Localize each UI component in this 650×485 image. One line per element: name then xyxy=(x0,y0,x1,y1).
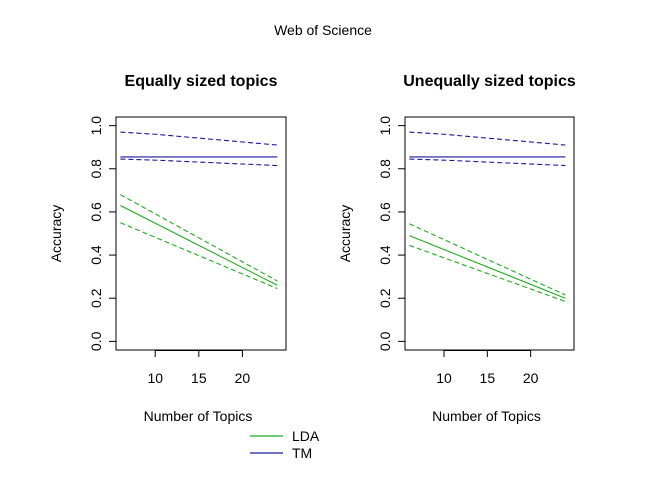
y-axis-label: Accuracy xyxy=(48,205,64,263)
y-tick-label: 0.6 xyxy=(88,202,104,222)
x-axis-label: Number of Topics xyxy=(144,408,253,424)
y-tick-label: 0.2 xyxy=(377,288,393,308)
x-tick-label: 20 xyxy=(523,370,539,386)
series-line-band xyxy=(409,223,566,296)
x-axis-label: Number of Topics xyxy=(432,408,541,424)
series-line-band xyxy=(120,222,278,290)
y-tick-label: 0.8 xyxy=(377,159,393,179)
panel-unequally-sized: Unequally sized topics 10 15 20 0.0 0.2 0.4 0.6… xyxy=(337,73,576,424)
y-tick-label: 0.4 xyxy=(377,245,393,265)
y-axis-label: Accuracy xyxy=(337,205,353,263)
y-tick-label: 0.0 xyxy=(377,331,393,351)
series-line-band xyxy=(409,131,566,146)
panel-title: Unequally sized topics xyxy=(403,73,576,90)
panel-title: Equally sized topics xyxy=(125,73,278,90)
series-line-band xyxy=(120,158,278,167)
series-line-band xyxy=(120,131,278,146)
y-tick-label: 1.0 xyxy=(377,116,393,136)
plot-frame xyxy=(115,116,287,351)
series-line-lda xyxy=(120,204,278,286)
x-tick-label: 20 xyxy=(235,370,251,386)
x-tick-label: 10 xyxy=(147,370,163,386)
series-line-band xyxy=(409,158,566,167)
series-line-band xyxy=(409,244,566,302)
y-tick-label: 1.0 xyxy=(88,116,104,136)
x-tick-label: 15 xyxy=(191,370,207,386)
legend: LDA TM xyxy=(250,428,320,461)
panel-equally-sized: Equally sized topics 10 15 20 0.0 0.2 0.4 0.6 0.… xyxy=(48,73,287,424)
y-tick-label: 0.8 xyxy=(88,159,104,179)
y-tick-label: 0.6 xyxy=(377,202,393,222)
y-tick-label: 0.4 xyxy=(88,245,104,265)
y-tick-label: 0.0 xyxy=(88,331,104,351)
figure-title: Web of Science xyxy=(274,22,372,38)
legend-label-tm: TM xyxy=(292,445,312,461)
legend-label-lda: LDA xyxy=(292,428,320,444)
plot-frame xyxy=(404,116,575,351)
x-tick-label: 15 xyxy=(480,370,496,386)
series-line-band xyxy=(120,194,278,282)
x-tick-label: 10 xyxy=(436,370,452,386)
y-tick-label: 0.2 xyxy=(88,288,104,308)
series-line-lda xyxy=(409,235,566,299)
